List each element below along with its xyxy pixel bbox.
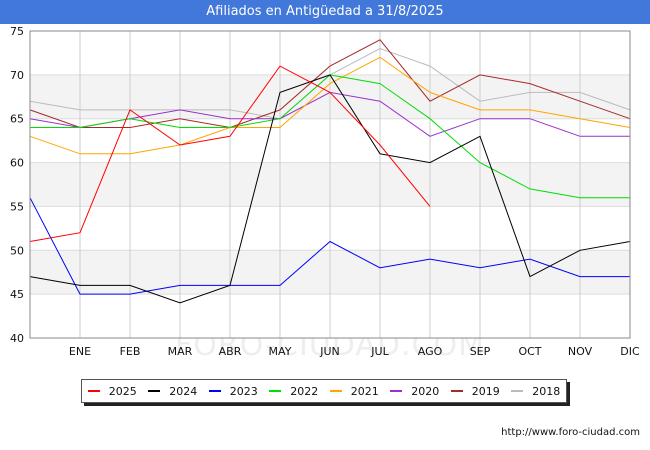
legend-swatch [208,390,221,392]
x-tick-label: NOV [568,345,593,358]
legend-label: 2023 [229,384,258,398]
x-tick-label: ABR [219,345,242,358]
legend-label: 2024 [169,384,198,398]
x-tick-label: MAY [269,345,292,358]
legend-item-2022: 2022 [269,385,318,398]
x-tick-label: FEB [120,345,141,358]
legend: 2025 2024 2023 2022 2021 2020 2019 2018 [81,379,567,403]
legend-item-2019: 2019 [450,384,500,398]
y-tick-label: 40 [10,332,24,345]
chart-title: Afiliados en Antigüedad a 31/8/2025 [206,4,444,19]
legend-label: 2025 [108,384,137,398]
legend-item-2021: 2021 [329,384,379,398]
y-tick-label: 70 [10,69,24,82]
legend-label: 2019 [471,384,500,398]
legend-item-2018: 2018 [511,385,560,398]
legend-swatch [329,390,342,392]
title-bar [0,0,650,24]
y-tick-label: 50 [10,244,24,257]
legend-swatch [87,390,100,392]
y-tick-label: 65 [10,113,24,126]
source-url: http://www.foro-ciudad.com [501,427,640,438]
y-tick-label: 55 [10,200,24,213]
legend-swatch [511,390,524,392]
legend-item-2023: 2023 [208,384,258,398]
legend-item-2020: 2020 [390,385,439,398]
legend-swatch [450,390,463,392]
x-tick-label: OCT [518,345,541,358]
legend-label: 2021 [350,384,379,398]
legend-label: 2018 [532,384,561,398]
series-line-2019 [29,39,631,129]
series-line-2023 [29,197,630,295]
plot-frame [29,30,631,339]
legend-swatch [148,390,161,392]
y-tick-label: 45 [10,288,24,301]
x-tick-label: DIC [620,345,640,358]
x-tick-label: JUL [370,345,389,358]
legend-swatch [390,390,403,392]
x-tick-label: ENE [69,345,91,358]
legend-label: 2020 [411,384,440,398]
x-tick-label: JUN [319,345,340,358]
series-line-2025 [29,65,431,242]
legend-label: 2022 [290,384,319,398]
legend-swatch [269,390,282,392]
series-line-2021 [29,56,631,155]
series-line-2024 [29,74,631,304]
y-tick-label: 60 [10,157,24,170]
y-tick-label: 75 [10,25,24,38]
legend-item-2024: 2024 [148,385,197,398]
x-tick-label: MAR [168,345,193,358]
x-tick-label: AGO [418,345,443,358]
x-tick-label: SEP [470,345,491,358]
legend-item-2025: 2025 [87,384,137,398]
